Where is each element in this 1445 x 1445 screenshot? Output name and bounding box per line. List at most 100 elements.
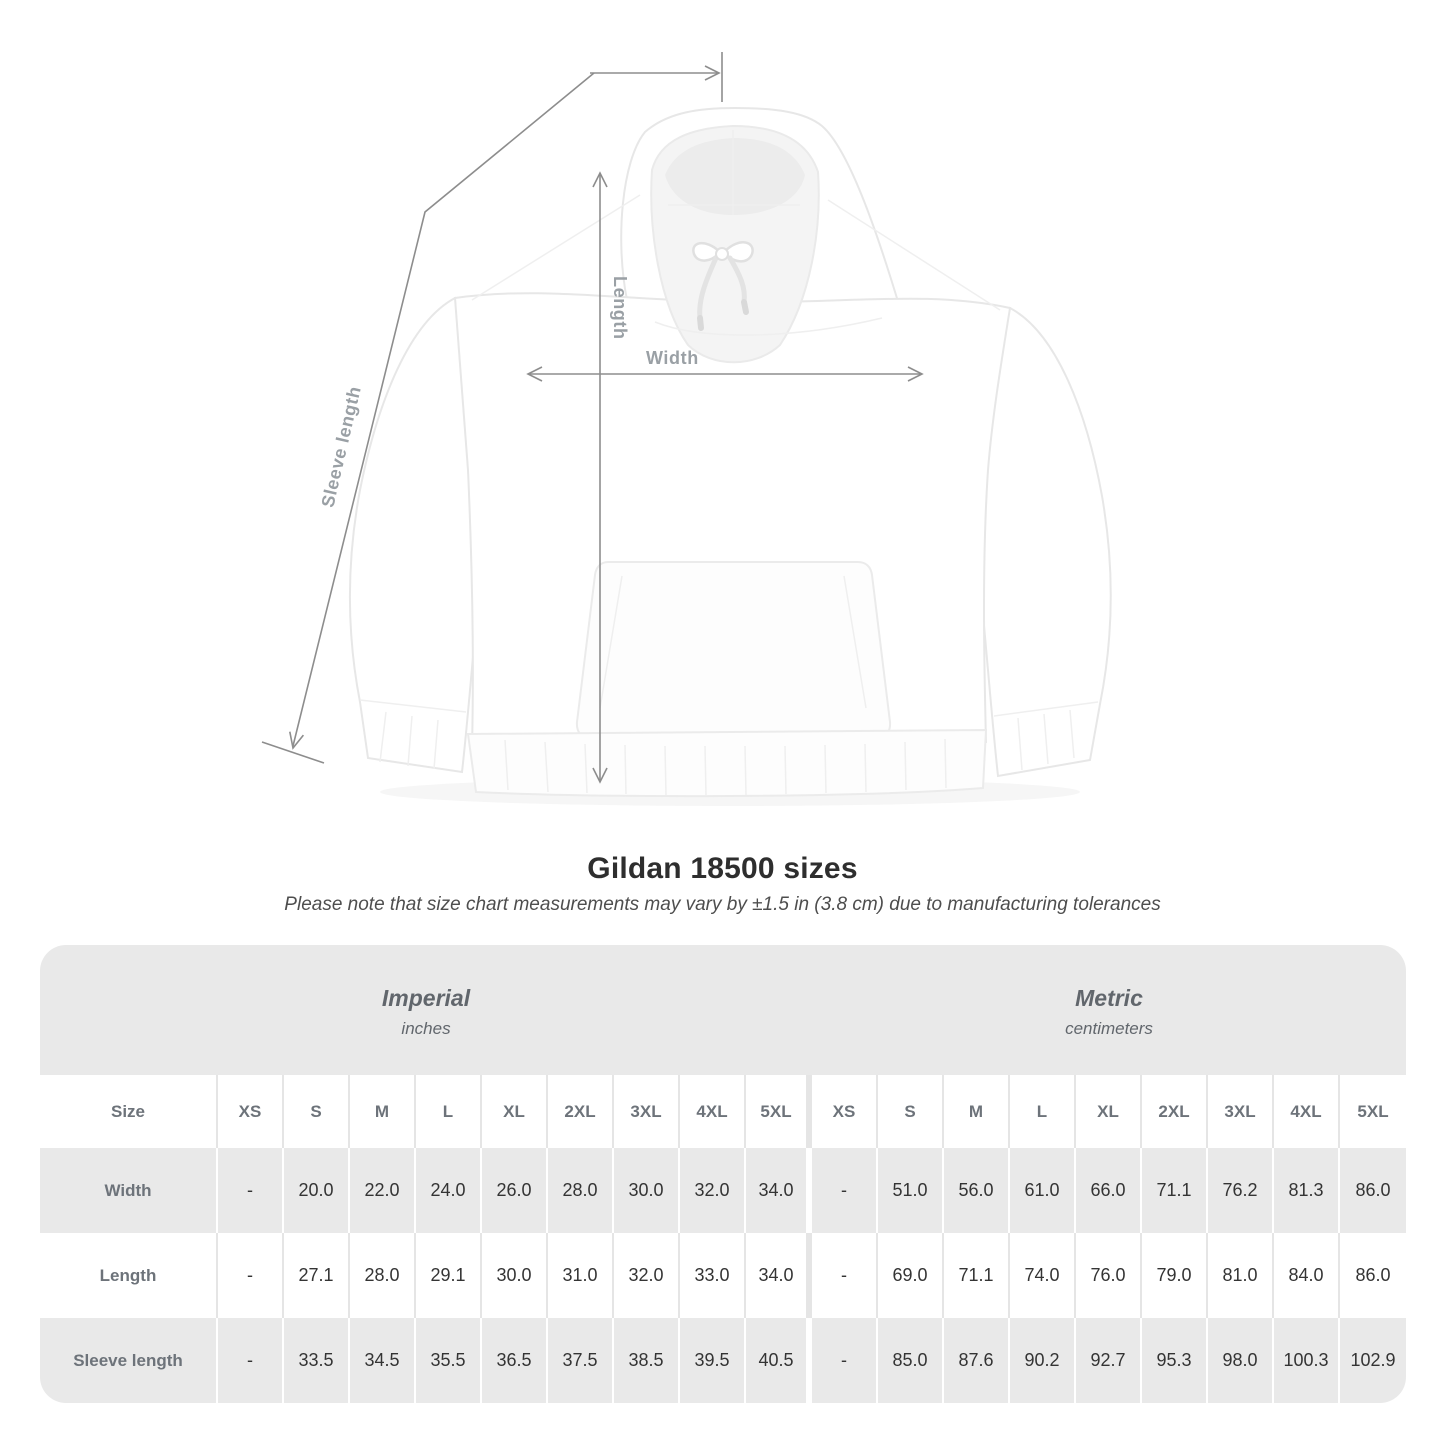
imperial-unit: inches xyxy=(401,1019,451,1038)
size-col-header: XS xyxy=(812,1075,878,1148)
size-col-header: 5XL xyxy=(1357,1101,1389,1121)
value-cell: 90.2 xyxy=(1010,1318,1076,1403)
width-label: Width xyxy=(646,348,699,368)
value-cell: 76.2 xyxy=(1208,1148,1274,1233)
value-cell: 30.0 xyxy=(614,1148,680,1233)
table-row: Length -27.1 28.0 29.1 30.0 31.0 32.0 33.0 34.0-… xyxy=(40,1233,1406,1318)
unit-group-band: Imperial inches Metric centimeters xyxy=(40,945,1406,1075)
size-col-header: S xyxy=(284,1075,350,1148)
kangaroo-pocket xyxy=(575,561,892,741)
value-cell: 87.6 xyxy=(944,1318,1010,1403)
value-cell: - xyxy=(218,1233,284,1318)
value-cell: - xyxy=(218,1148,284,1233)
size-col-header: 2XL xyxy=(548,1075,614,1148)
value-cell: 84.0 xyxy=(1274,1233,1340,1318)
size-col-header: 3XL xyxy=(614,1075,680,1148)
value-cell: 33.5 xyxy=(284,1318,350,1403)
sleeve-length-label: Sleeve length xyxy=(317,384,364,509)
length-measure-line: Length xyxy=(592,171,630,784)
value-cell: 22.0 xyxy=(350,1148,416,1233)
value-cell: 74.0 xyxy=(1010,1233,1076,1318)
page-title: Gildan 18500 sizes xyxy=(587,852,858,885)
value-cell: 76.0 xyxy=(1076,1233,1142,1318)
size-col-header: 2XL xyxy=(1142,1075,1208,1148)
table-row: Width -20.0 22.0 24.0 26.0 28.0 30.0 32.0 34.0-5… xyxy=(40,1148,1406,1233)
metric-group-header: Metric centimeters xyxy=(812,945,1406,1075)
size-col-header: S xyxy=(878,1075,944,1148)
value-cell: - xyxy=(812,1318,878,1403)
value-cell: 30.0 xyxy=(482,1233,548,1318)
size-col-header: L xyxy=(1010,1075,1076,1148)
value-cell: 39.5 xyxy=(680,1318,746,1403)
value-cell: 32.0 xyxy=(680,1148,746,1233)
value-cell: 79.0 xyxy=(1142,1233,1208,1318)
hoodie-illustration xyxy=(348,106,1112,798)
value-cell: 28.0 xyxy=(548,1148,614,1233)
value-cell: 34.5 xyxy=(350,1318,416,1403)
tolerance-note: Please note that size chart measurements… xyxy=(284,894,1161,915)
value-cell: 27.1 xyxy=(284,1233,350,1318)
value-cell: 26.0 xyxy=(482,1148,548,1233)
length-label: Length xyxy=(610,276,630,340)
metric-label: Metric xyxy=(1075,985,1143,1011)
size-col-header: XL xyxy=(482,1075,548,1148)
imperial-group-header: Imperial inches xyxy=(40,945,812,1075)
value-cell: 34.0 xyxy=(746,1148,812,1233)
value-cell: 29.1 xyxy=(416,1233,482,1318)
size-header-row: Size XS S M L XL 2XL 3XL 4XL 5XL XS S M L XL 2XL 3XL 4XL 5… xyxy=(40,1075,1406,1148)
value-cell: 51.0 xyxy=(878,1148,944,1233)
value-cell: 24.0 xyxy=(416,1148,482,1233)
drawstrings xyxy=(692,241,754,331)
value-cell: 95.3 xyxy=(1142,1318,1208,1403)
table-row: Sleeve length -33.5 34.5 35.5 36.5 37.5 38.5 39… xyxy=(40,1318,1406,1403)
size-col-header: XS xyxy=(218,1075,284,1148)
hoodie-measurement-figure: Sleeve length Length Width xyxy=(261,52,1112,798)
value-cell: 20.0 xyxy=(284,1148,350,1233)
value-cell: - xyxy=(812,1148,878,1233)
value-cell: 92.7 xyxy=(1076,1318,1142,1403)
size-col-header: M xyxy=(350,1075,416,1148)
value-cell: 86.0 xyxy=(1355,1180,1391,1200)
size-col-header: 5XL xyxy=(746,1075,812,1148)
size-col-header: 4XL xyxy=(680,1075,746,1148)
value-cell: 31.0 xyxy=(548,1233,614,1318)
value-cell: 61.0 xyxy=(1010,1148,1076,1233)
size-table-body: Width -20.0 22.0 24.0 26.0 28.0 30.0 32.0 34.0-5… xyxy=(40,1148,1406,1403)
value-cell: 66.0 xyxy=(1076,1148,1142,1233)
metric-unit: centimeters xyxy=(1065,1019,1153,1038)
size-col-header: L xyxy=(416,1075,482,1148)
value-cell: 56.0 xyxy=(944,1148,1010,1233)
value-cell: 100.3 xyxy=(1274,1318,1340,1403)
value-cell: 40.5 xyxy=(746,1318,812,1403)
row-label: Length xyxy=(40,1233,218,1318)
size-col-header: 3XL xyxy=(1208,1075,1274,1148)
size-chart-table: Imperial inches Metric centimeters Size X… xyxy=(40,945,1406,1403)
value-cell: 69.0 xyxy=(878,1233,944,1318)
value-cell: 32.0 xyxy=(614,1233,680,1318)
width-measure-line: Width xyxy=(526,348,924,382)
value-cell: 34.0 xyxy=(746,1233,812,1318)
value-cell: 36.5 xyxy=(482,1318,548,1403)
value-cell: - xyxy=(812,1233,878,1318)
value-cell: 35.5 xyxy=(416,1318,482,1403)
row-label: Width xyxy=(40,1148,218,1233)
size-col-header: XL xyxy=(1076,1075,1142,1148)
value-cell: 71.1 xyxy=(944,1233,1010,1318)
value-cell: 71.1 xyxy=(1142,1148,1208,1233)
hoodie-diagram-svg: Sleeve length Length Width xyxy=(261,52,1112,798)
imperial-label: Imperial xyxy=(381,985,471,1011)
value-cell: 37.5 xyxy=(548,1318,614,1403)
value-cell: 81.3 xyxy=(1274,1148,1340,1233)
hem-band xyxy=(466,728,988,798)
value-cell: - xyxy=(218,1318,284,1403)
value-cell: 33.0 xyxy=(680,1233,746,1318)
value-cell: 85.0 xyxy=(878,1318,944,1403)
value-cell: 81.0 xyxy=(1208,1233,1274,1318)
size-header-label: Size xyxy=(40,1075,218,1148)
size-col-header: M xyxy=(944,1075,1010,1148)
row-label: Sleeve length xyxy=(40,1318,218,1403)
value-cell: 28.0 xyxy=(350,1233,416,1318)
size-col-header: 4XL xyxy=(1274,1075,1340,1148)
value-cell: 102.9 xyxy=(1350,1350,1396,1370)
value-cell: 86.0 xyxy=(1355,1265,1391,1285)
